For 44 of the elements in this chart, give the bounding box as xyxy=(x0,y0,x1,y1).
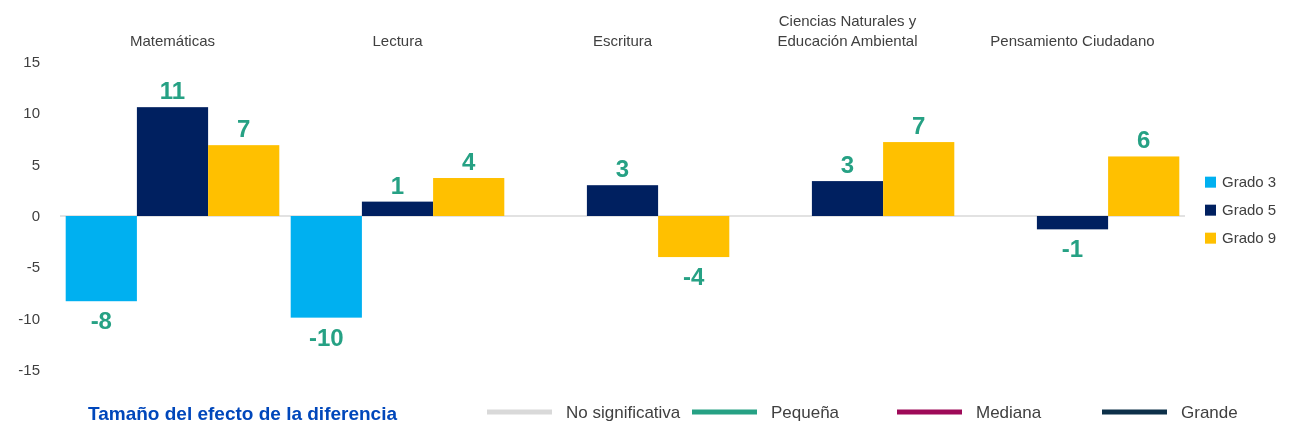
data-label: -4 xyxy=(683,263,706,291)
legend-label: Mediana xyxy=(976,403,1042,422)
data-label: 4 xyxy=(462,148,477,176)
bar xyxy=(65,216,137,302)
y-tick-label: -10 xyxy=(18,309,40,327)
bar xyxy=(811,181,884,216)
bar xyxy=(1036,216,1109,230)
data-label: 11 xyxy=(159,77,186,105)
legend-label: No significativa xyxy=(566,403,681,422)
legend-label: Grado 3 xyxy=(1222,172,1277,190)
legend-label: Grande xyxy=(1181,403,1238,422)
data-label: -10 xyxy=(308,323,344,351)
y-tick-label: 5 xyxy=(31,155,40,173)
legend-label: Grado 9 xyxy=(1222,228,1277,246)
bar xyxy=(1108,156,1180,216)
legend-title: Tamaño del efecto de la diferencia xyxy=(88,403,398,424)
bar xyxy=(290,216,362,318)
data-label: 7 xyxy=(912,112,926,140)
bar xyxy=(586,185,659,216)
bar xyxy=(883,142,955,216)
legend-label: Pequeña xyxy=(771,403,840,422)
data-label: 1 xyxy=(390,171,405,199)
x-tick-label: Ciencias Naturales y Educación Ambiental xyxy=(777,12,918,49)
x-tick-label: Matemáticas xyxy=(129,32,216,49)
data-label: 6 xyxy=(1137,126,1151,154)
bar xyxy=(208,145,280,216)
legend-label: Grado 5 xyxy=(1222,200,1277,218)
data-label: 3 xyxy=(615,155,630,183)
data-label: -8 xyxy=(90,307,112,335)
data-label: 3 xyxy=(840,151,855,179)
x-tick-label: Pensamiento Ciudadano xyxy=(990,32,1155,49)
y-tick-label: 10 xyxy=(23,104,40,122)
x-tick-label: Escritura xyxy=(592,32,653,49)
y-tick-label: -5 xyxy=(26,258,40,276)
x-tick-label: Lectura xyxy=(372,32,424,49)
data-label: -1 xyxy=(1061,235,1084,263)
bar xyxy=(658,216,730,258)
data-label: 7 xyxy=(237,115,251,143)
bar xyxy=(433,178,505,216)
bar xyxy=(361,201,434,216)
bar xyxy=(136,107,209,216)
y-tick-label: -15 xyxy=(18,361,40,378)
y-tick-label: 15 xyxy=(23,53,40,70)
y-tick-label: 0 xyxy=(31,207,40,224)
